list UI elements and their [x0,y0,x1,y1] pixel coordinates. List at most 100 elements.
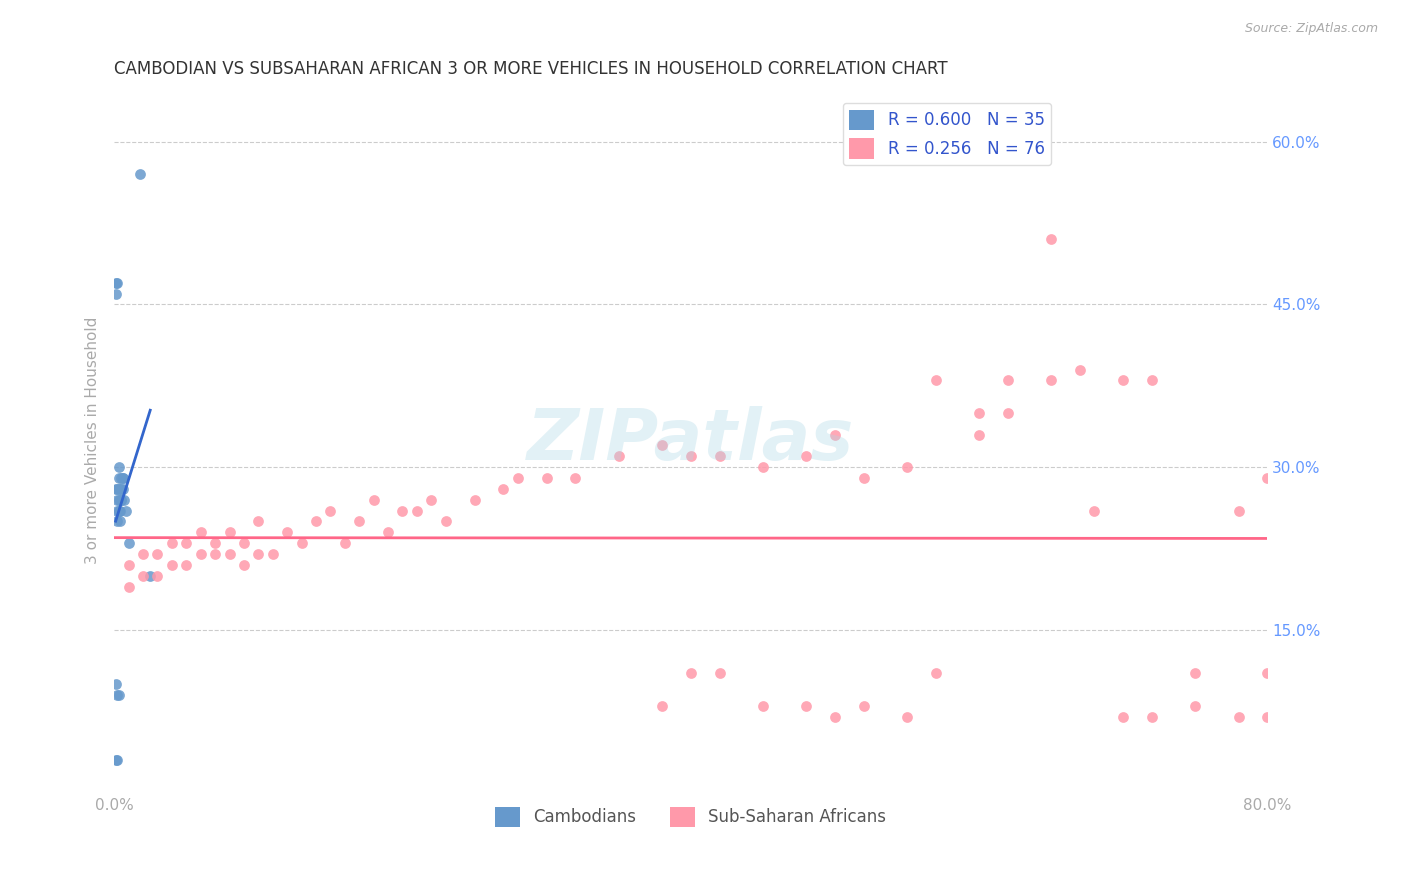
Point [107,482,129,496]
Point [107,503,129,517]
Point [104,286,127,301]
Point [104,677,127,691]
Point [107,492,129,507]
Point [107,503,129,517]
Point [564,471,586,485]
Point [105,688,128,702]
Point [794,450,817,464]
Point [218,525,240,540]
Y-axis label: 3 or more Vehicles in Household: 3 or more Vehicles in Household [86,317,100,564]
Point [1140,373,1163,387]
Point [276,525,298,540]
Point [1227,709,1250,723]
Point [1083,503,1105,517]
Point [160,536,183,550]
Point [607,450,630,464]
Point [1184,666,1206,681]
Point [1112,709,1135,723]
Point [406,503,429,517]
Point [752,460,775,475]
Point [108,503,131,517]
Point [111,471,134,485]
Point [104,753,127,767]
Point [218,547,240,561]
Point [232,558,254,572]
Point [852,698,875,713]
Point [1112,373,1135,387]
Point [319,503,342,517]
Point [105,753,128,767]
Point [132,547,155,561]
Point [129,167,152,181]
Point [112,492,135,507]
Point [925,666,948,681]
Point [709,666,731,681]
Point [506,471,529,485]
Point [174,536,197,550]
Point [190,525,212,540]
Point [111,471,134,485]
Point [305,515,328,529]
Point [105,503,128,517]
Point [709,450,731,464]
Point [651,438,673,452]
Point [111,482,134,496]
Legend: Cambodians, Sub-Saharan Africans: Cambodians, Sub-Saharan Africans [489,800,893,834]
Point [146,547,169,561]
Point [204,536,226,550]
Point [108,515,131,529]
Point [190,547,212,561]
Point [108,492,131,507]
Point [1040,232,1063,246]
Point [1256,666,1278,681]
Point [1227,503,1250,517]
Point [117,536,139,550]
Point [110,482,132,496]
Point [752,698,775,713]
Point [896,460,918,475]
Point [105,515,128,529]
Point [1256,471,1278,485]
Point [107,460,129,475]
Point [420,492,443,507]
Point [997,373,1019,387]
Point [110,492,132,507]
Point [247,547,270,561]
Point [1184,698,1206,713]
Point [349,515,371,529]
Point [434,515,457,529]
Point [104,482,127,496]
Point [464,492,486,507]
Point [967,406,990,420]
Point [1040,373,1063,387]
Point [262,547,284,561]
Point [146,568,169,582]
Point [174,558,197,572]
Point [139,568,162,582]
Point [114,503,136,517]
Point [363,492,385,507]
Point [1069,362,1091,376]
Point [105,492,128,507]
Point [997,406,1019,420]
Point [117,580,139,594]
Point [824,427,846,442]
Point [160,558,183,572]
Point [290,536,312,550]
Point [967,427,990,442]
Point [852,471,875,485]
Point [247,515,270,529]
Point [1256,709,1278,723]
Point [105,276,128,290]
Point [651,698,673,713]
Point [1140,709,1163,723]
Text: Source: ZipAtlas.com: Source: ZipAtlas.com [1244,22,1378,36]
Point [896,709,918,723]
Point [794,698,817,713]
Point [105,482,128,496]
Point [377,525,399,540]
Text: CAMBODIAN VS SUBSAHARAN AFRICAN 3 OR MORE VEHICLES IN HOUSEHOLD CORRELATION CHAR: CAMBODIAN VS SUBSAHARAN AFRICAN 3 OR MOR… [114,60,948,78]
Point [110,471,132,485]
Point [232,536,254,550]
Point [108,482,131,496]
